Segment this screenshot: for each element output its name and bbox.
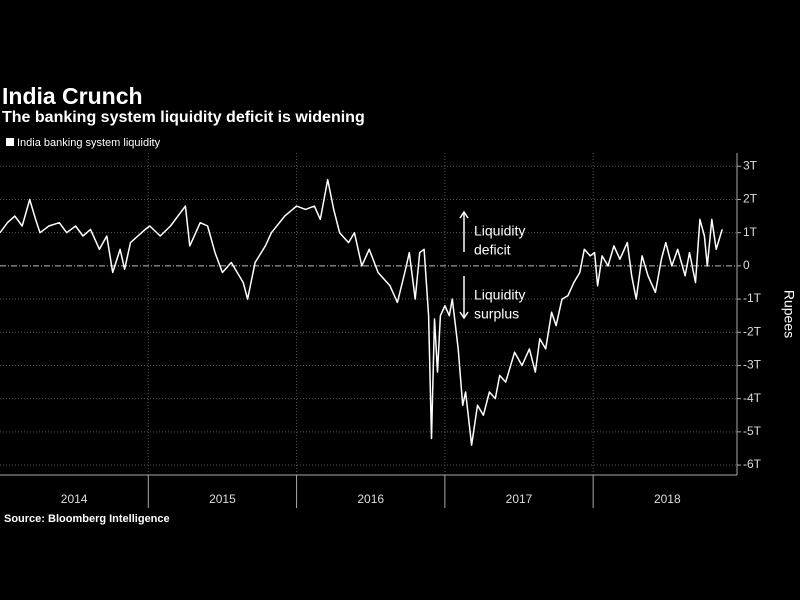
y-axis-label: Rupees: [781, 290, 797, 338]
y-tick-label: -6T: [743, 457, 762, 471]
x-tick-label: 2016: [357, 492, 384, 506]
y-tick-label: 3T: [743, 158, 758, 172]
chart-title: India Crunch: [2, 83, 143, 109]
annotation-text: Liquidity: [474, 287, 525, 303]
annotation-text: deficit: [474, 242, 511, 258]
x-tick-label: 2018: [654, 492, 681, 506]
y-tick-label: -2T: [743, 324, 762, 338]
y-tick-label: -3T: [743, 358, 762, 372]
annotation-text: surplus: [474, 306, 519, 322]
x-tick-label: 2015: [209, 492, 236, 506]
arrow-head: [459, 311, 469, 320]
source: Source: Bloomberg Intelligence: [4, 513, 170, 525]
chart-subtitle: The banking system liquidity deficit is …: [2, 109, 365, 126]
annotation-text: Liquidity: [474, 223, 525, 239]
y-tick-label: -5T: [743, 424, 762, 438]
legend-label: India banking system liquidity: [17, 137, 161, 149]
series-line: [0, 178, 723, 446]
y-tick-label: 2T: [743, 192, 758, 206]
annotation: Liquidity surplus: [459, 276, 525, 322]
x-tick-label: 2014: [61, 492, 88, 506]
y-tick-label: 1T: [743, 225, 758, 239]
x-tick-label: 2017: [506, 492, 533, 506]
y-tick-label: -4T: [743, 391, 762, 405]
legend-swatch: [6, 138, 14, 146]
y-tick-label: -1T: [743, 291, 762, 305]
annotation: Liquidity deficit: [459, 210, 525, 258]
arrow-head: [459, 210, 469, 219]
y-tick-label: 0: [743, 258, 750, 272]
